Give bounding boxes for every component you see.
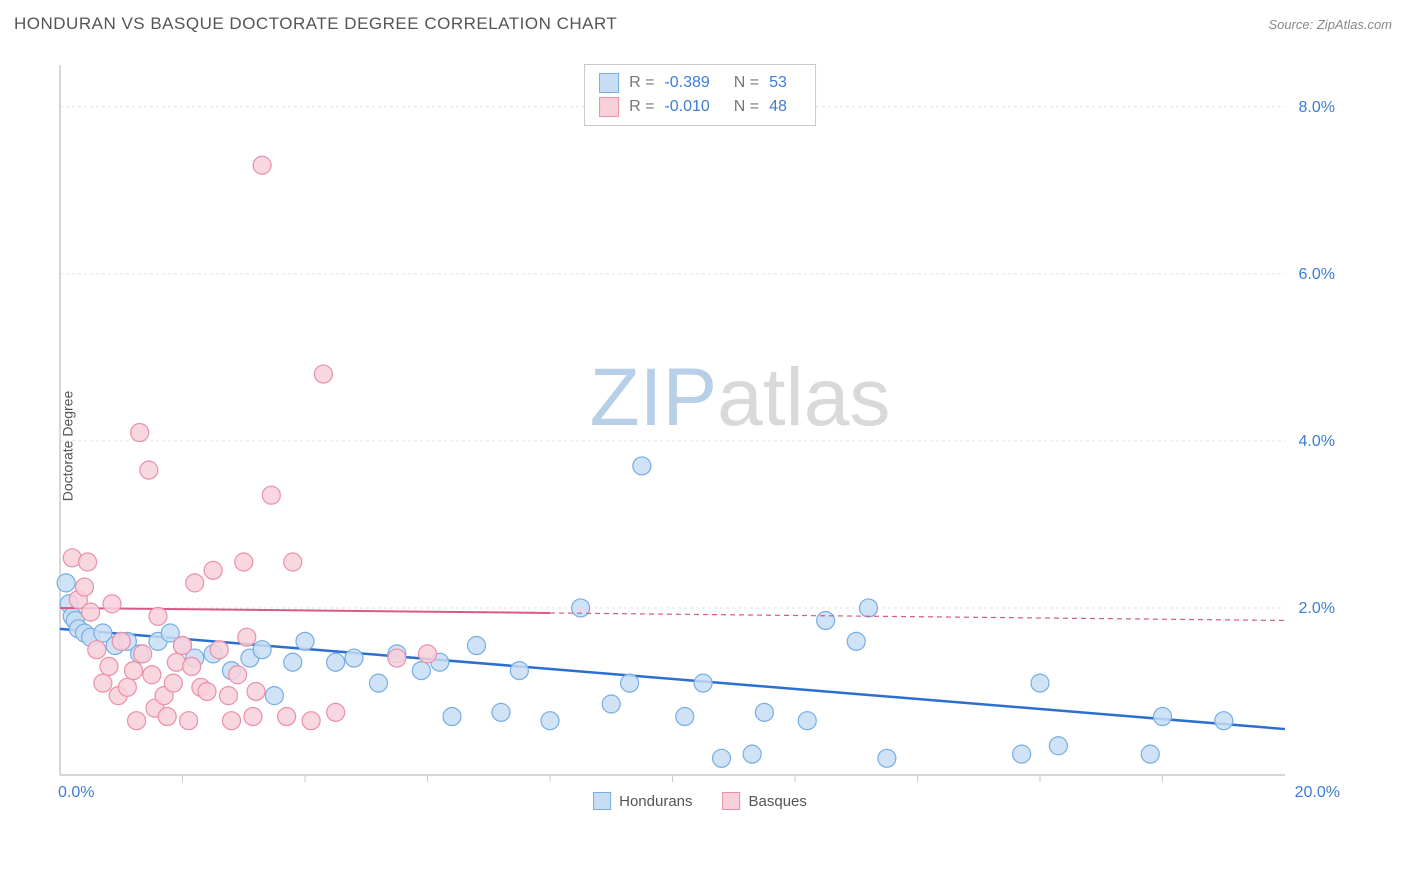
source-label: Source: ZipAtlas.com bbox=[1268, 17, 1392, 32]
n-label: N = bbox=[734, 74, 759, 92]
svg-text:6.0%: 6.0% bbox=[1299, 266, 1335, 283]
stats-row-hondurans: R = -0.389 N = 53 bbox=[599, 71, 801, 95]
swatch-basques-icon bbox=[723, 792, 741, 810]
svg-text:4.0%: 4.0% bbox=[1299, 433, 1335, 450]
n-value-hondurans: 53 bbox=[769, 74, 787, 92]
scatter-plot: 2.0% 4.0% 6.0% 8.0% 0.0% 20.0% ZIPatlas R = -0… bbox=[55, 60, 1345, 810]
series-legend: Hondurans Basques bbox=[593, 792, 807, 810]
chart-title: HONDURAN VS BASQUE DOCTORATE DEGREE CORR… bbox=[14, 14, 617, 34]
legend-item-basques: Basques bbox=[723, 792, 807, 810]
legend-label-basques: Basques bbox=[749, 793, 807, 810]
svg-text:2.0%: 2.0% bbox=[1299, 600, 1335, 617]
r-label: R = bbox=[629, 74, 654, 92]
n-value-basques: 48 bbox=[769, 98, 787, 116]
r-value-hondurans: -0.389 bbox=[664, 74, 709, 92]
r-label: R = bbox=[629, 98, 654, 116]
legend-label-hondurans: Hondurans bbox=[619, 793, 692, 810]
stats-row-basques: R = -0.010 N = 48 bbox=[599, 95, 801, 119]
legend-item-hondurans: Hondurans bbox=[593, 792, 692, 810]
svg-text:ZIPatlas: ZIPatlas bbox=[590, 352, 891, 443]
svg-text:0.0%: 0.0% bbox=[58, 784, 94, 801]
chart-svg: 2.0% 4.0% 6.0% 8.0% 0.0% 20.0% ZIPatlas bbox=[55, 60, 1345, 810]
svg-text:20.0%: 20.0% bbox=[1295, 784, 1340, 801]
swatch-basques-icon bbox=[599, 97, 619, 117]
svg-text:8.0%: 8.0% bbox=[1299, 99, 1335, 116]
swatch-hondurans-icon bbox=[599, 73, 619, 93]
r-value-basques: -0.010 bbox=[664, 98, 709, 116]
swatch-hondurans-icon bbox=[593, 792, 611, 810]
stats-legend: R = -0.389 N = 53 R = -0.010 N = 48 bbox=[584, 64, 816, 126]
n-label: N = bbox=[734, 98, 759, 116]
